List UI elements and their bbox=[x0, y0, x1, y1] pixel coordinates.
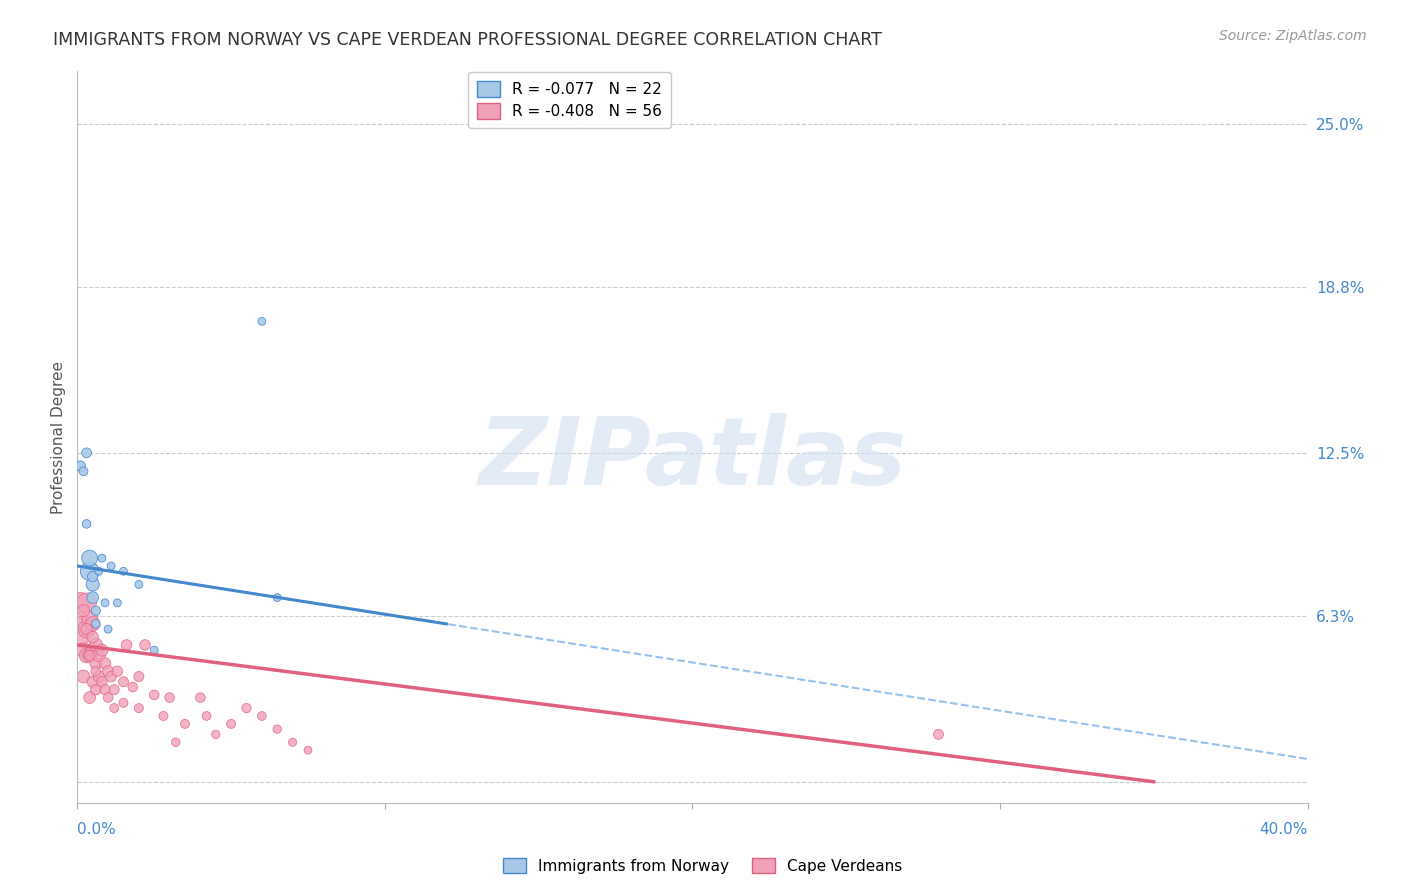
Point bbox=[128, 701, 150, 715]
Text: Source: ZipAtlas.com: Source: ZipAtlas.com bbox=[1219, 29, 1367, 43]
Point bbox=[76, 622, 98, 636]
Legend: R = -0.077   N = 22, R = -0.408   N = 56: R = -0.077 N = 22, R = -0.408 N = 56 bbox=[468, 71, 671, 128]
Point bbox=[266, 591, 288, 605]
Point bbox=[219, 717, 242, 731]
Point bbox=[87, 648, 110, 663]
Point bbox=[134, 638, 156, 652]
Point bbox=[105, 665, 128, 679]
Point bbox=[152, 709, 174, 723]
Point bbox=[266, 722, 288, 736]
Point bbox=[72, 669, 94, 683]
Point bbox=[103, 682, 125, 697]
Point bbox=[90, 643, 114, 657]
Point bbox=[128, 577, 150, 591]
Point bbox=[250, 314, 273, 328]
Point bbox=[204, 727, 226, 741]
Point bbox=[76, 622, 98, 636]
Point bbox=[235, 701, 257, 715]
Point bbox=[112, 696, 135, 710]
Text: 0.0%: 0.0% bbox=[77, 822, 117, 837]
Point bbox=[121, 680, 143, 694]
Point bbox=[72, 616, 94, 631]
Point bbox=[84, 638, 107, 652]
Point bbox=[76, 596, 98, 610]
Point bbox=[76, 516, 98, 531]
Point bbox=[297, 743, 319, 757]
Point bbox=[103, 701, 125, 715]
Point bbox=[76, 446, 98, 460]
Point bbox=[281, 735, 304, 749]
Point bbox=[72, 643, 94, 657]
Point bbox=[100, 559, 122, 574]
Point bbox=[174, 717, 197, 731]
Text: 40.0%: 40.0% bbox=[1260, 822, 1308, 837]
Point bbox=[76, 648, 98, 663]
Point bbox=[87, 669, 110, 683]
Point bbox=[159, 690, 181, 705]
Point bbox=[90, 674, 114, 689]
Point bbox=[100, 669, 122, 683]
Point bbox=[82, 674, 104, 689]
Point bbox=[79, 551, 101, 566]
Point bbox=[195, 709, 218, 723]
Point bbox=[97, 690, 120, 705]
Point bbox=[79, 648, 101, 663]
Point bbox=[165, 735, 187, 749]
Point bbox=[94, 596, 117, 610]
Point bbox=[69, 458, 91, 473]
Text: IMMIGRANTS FROM NORWAY VS CAPE VERDEAN PROFESSIONAL DEGREE CORRELATION CHART: IMMIGRANTS FROM NORWAY VS CAPE VERDEAN P… bbox=[53, 31, 883, 49]
Point bbox=[250, 709, 273, 723]
Point bbox=[94, 657, 117, 671]
Point bbox=[82, 569, 104, 583]
Point bbox=[188, 690, 212, 705]
Point bbox=[112, 564, 135, 578]
Point bbox=[97, 665, 120, 679]
Y-axis label: Professional Degree: Professional Degree bbox=[51, 360, 66, 514]
Point bbox=[143, 688, 166, 702]
Point bbox=[72, 604, 94, 618]
Point bbox=[90, 551, 114, 566]
Point bbox=[115, 638, 138, 652]
Point bbox=[112, 674, 135, 689]
Point bbox=[79, 564, 101, 578]
Point bbox=[97, 622, 120, 636]
Point bbox=[69, 630, 91, 644]
Text: ZIPatlas: ZIPatlas bbox=[478, 413, 907, 505]
Point bbox=[128, 669, 150, 683]
Legend: Immigrants from Norway, Cape Verdeans: Immigrants from Norway, Cape Verdeans bbox=[498, 852, 908, 880]
Point bbox=[72, 464, 94, 478]
Point bbox=[82, 616, 104, 631]
Point bbox=[82, 630, 104, 644]
Point bbox=[79, 648, 101, 663]
Point bbox=[79, 612, 101, 626]
Point bbox=[82, 577, 104, 591]
Point bbox=[84, 604, 107, 618]
Point bbox=[79, 690, 101, 705]
Point bbox=[84, 665, 107, 679]
Point bbox=[84, 616, 107, 631]
Point bbox=[82, 591, 104, 605]
Point bbox=[84, 682, 107, 697]
Point bbox=[105, 596, 128, 610]
Point bbox=[69, 596, 91, 610]
Point bbox=[928, 727, 950, 741]
Point bbox=[87, 564, 110, 578]
Point bbox=[143, 643, 166, 657]
Point bbox=[82, 643, 104, 657]
Point bbox=[84, 657, 107, 671]
Point bbox=[94, 682, 117, 697]
